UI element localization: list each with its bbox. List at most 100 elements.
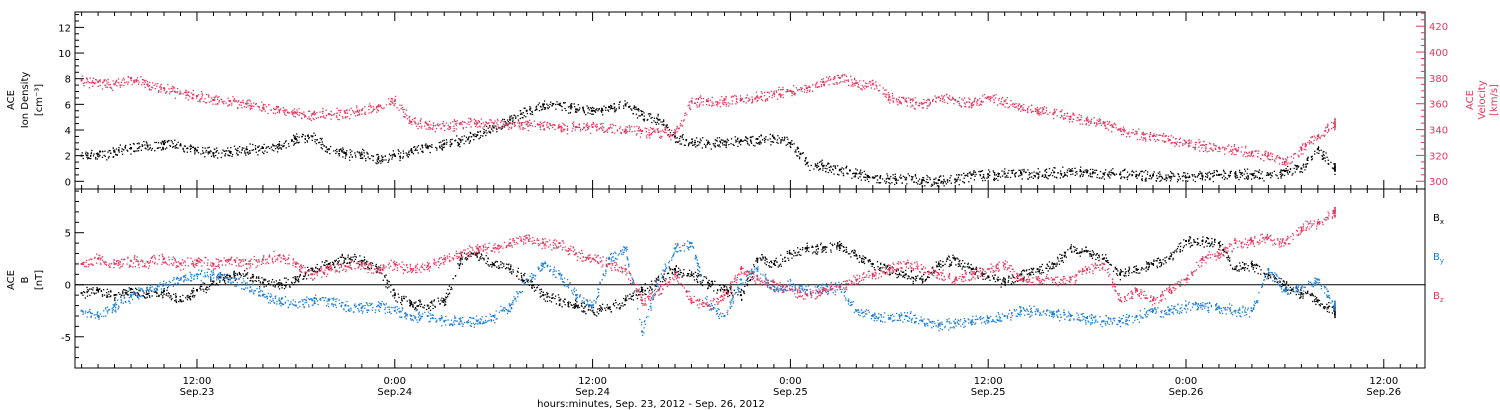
velocity-sample — [310, 115, 313, 117]
velocity-sample — [982, 101, 984, 103]
ion-density-sample — [1021, 174, 1023, 176]
velocity-sample — [409, 119, 411, 121]
ion-density-sample — [297, 142, 299, 144]
ion-density-sample — [987, 175, 989, 178]
ion-density-sample — [1004, 176, 1006, 178]
ion-density-sample — [127, 150, 129, 152]
velocity-sample — [606, 130, 608, 132]
velocity-sample — [419, 122, 422, 125]
ion-density-sample — [834, 165, 836, 167]
bx-sample — [125, 289, 127, 292]
velocity-sample — [875, 81, 877, 83]
ion-density-sample — [594, 111, 597, 113]
ion-density-sample — [540, 106, 542, 108]
velocity-sample — [989, 98, 991, 100]
velocity-sample — [1102, 121, 1105, 123]
velocity-sample — [302, 113, 304, 116]
velocity-sample — [816, 86, 818, 89]
ion-density-sample — [1303, 166, 1305, 168]
bx-sample — [199, 287, 201, 290]
velocity-sample — [242, 101, 244, 103]
velocity-sample — [482, 127, 484, 129]
ion-density-sample — [586, 105, 588, 107]
velocity-sample — [741, 98, 744, 100]
ion-density-sample — [626, 102, 628, 104]
velocity-sample — [579, 128, 582, 130]
ion-density-sample — [261, 151, 264, 153]
velocity-sample — [560, 125, 562, 128]
ion-density-sample — [542, 104, 544, 107]
bx-sample — [106, 295, 108, 297]
ion-density-sample — [727, 139, 730, 142]
bx-point — [393, 294, 396, 297]
velocity-sample — [1310, 136, 1312, 139]
velocity-sample — [1297, 154, 1299, 156]
velocity-sample — [850, 85, 852, 87]
ion-density-sample — [633, 105, 636, 107]
velocity-sample — [104, 84, 106, 87]
ion-density-sample — [1089, 168, 1092, 171]
velocity-sample — [354, 115, 357, 117]
ion-density-point — [805, 162, 808, 165]
ion-density-sample — [474, 133, 476, 135]
bx-sample — [480, 253, 482, 255]
bx-sample — [354, 255, 356, 258]
velocity-sample — [870, 84, 872, 86]
ion-density-sample — [301, 135, 303, 138]
velocity-sample — [352, 111, 355, 113]
velocity-sample — [1328, 130, 1330, 132]
ion-density-sample — [381, 160, 384, 163]
velocity-sample — [176, 90, 178, 93]
ion-density-sample — [282, 145, 285, 147]
velocity-sample — [106, 83, 108, 85]
ion-density-sample — [569, 111, 572, 114]
velocity-sample — [825, 81, 827, 83]
velocity-sample — [857, 82, 859, 84]
velocity-sample — [1317, 136, 1320, 138]
velocity-sample — [621, 129, 624, 131]
ion-density-sample — [1156, 175, 1158, 177]
velocity-sample — [620, 132, 622, 135]
ion-density-point — [970, 173, 973, 176]
ion-density-point — [212, 152, 215, 155]
ion-density-sample — [832, 165, 835, 167]
velocity-sample — [1217, 150, 1219, 153]
velocity-sample — [862, 80, 865, 82]
velocity-sample — [112, 80, 114, 82]
ion-density-sample — [611, 107, 613, 109]
velocity-sample — [964, 105, 966, 108]
velocity-sample — [223, 103, 225, 105]
ion-density-sample — [136, 147, 139, 150]
velocity-sample — [117, 82, 120, 84]
bx-sample — [409, 301, 411, 303]
velocity-sample — [250, 106, 253, 108]
ion-density-sample — [725, 144, 727, 147]
velocity-sample — [424, 122, 426, 124]
ion-density-sample — [543, 106, 546, 109]
velocity-sample — [1283, 163, 1285, 166]
velocity-sample — [284, 113, 286, 115]
bx-sample — [448, 292, 451, 294]
ion-density-point — [179, 144, 182, 147]
ion-density-point — [1283, 170, 1286, 173]
velocity-sample — [609, 124, 612, 126]
ion-density-sample — [607, 110, 610, 112]
ion-density-sample — [1216, 174, 1218, 176]
bx-sample — [370, 262, 372, 264]
bx-sample — [100, 290, 103, 293]
velocity-sample — [669, 136, 671, 138]
bx-sample — [224, 282, 227, 285]
velocity-sample — [838, 82, 841, 84]
velocity-sample — [1091, 118, 1093, 120]
ion-density-sample — [1234, 175, 1236, 178]
bx-sample — [281, 287, 283, 289]
bx-sample — [279, 282, 281, 284]
ion-density-sample — [147, 146, 149, 148]
ion-density-sample — [564, 107, 566, 110]
bx-sample — [316, 271, 319, 273]
bx-sample — [400, 303, 403, 306]
ion-density-point — [624, 103, 627, 106]
velocity-sample — [1298, 156, 1300, 158]
velocity-sample — [716, 101, 718, 103]
bx-sample — [87, 289, 89, 291]
